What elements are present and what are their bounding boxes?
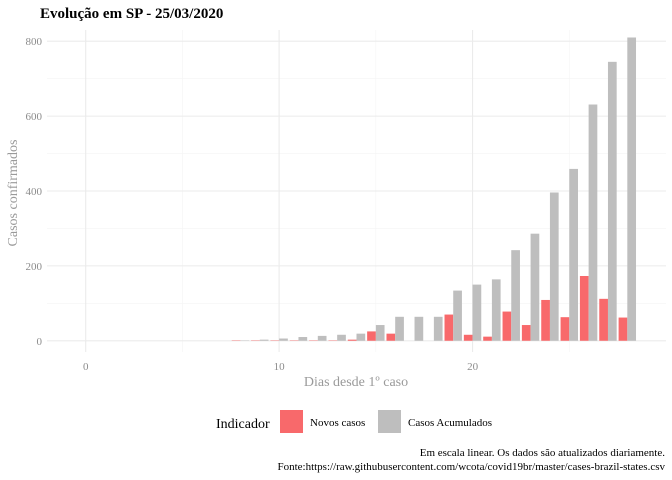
bar-novos-casos: [541, 299, 550, 341]
bar-novos-casos: [444, 314, 454, 341]
bar-casos-acumulados: [549, 192, 559, 341]
grid-lines: [47, 30, 666, 352]
bar-casos-acumulados: [569, 168, 578, 341]
bar-novos-casos: [618, 317, 628, 341]
bars-group: [231, 37, 637, 341]
bar-novos-casos: [367, 331, 376, 341]
bar-novos-casos: [579, 275, 589, 341]
bar-casos-acumulados: [298, 337, 308, 341]
bar-casos-acumulados: [530, 233, 540, 341]
y-tick-labels: 0 200 400 600 800: [26, 36, 43, 348]
chart-title: Evolução em SP - 25/03/2020: [40, 6, 223, 22]
bar-casos-acumulados: [433, 316, 443, 341]
bar-novos-casos: [502, 311, 512, 341]
bar-casos-acumulados: [375, 325, 385, 341]
bar-casos-acumulados: [472, 284, 482, 341]
bar-casos-acumulados: [511, 250, 520, 341]
legend: Indicador Novos casos Casos Acumulados: [216, 410, 492, 433]
bar-casos-acumulados: [259, 339, 269, 341]
bar-casos-acumulados: [414, 316, 424, 341]
y-tick-label: 0: [37, 336, 43, 348]
legend-key-novos: [280, 410, 303, 433]
y-tick-label: 400: [26, 186, 43, 198]
bar-casos-acumulados: [337, 334, 346, 341]
bar-novos-casos: [347, 339, 357, 341]
caption-line-1: Em escala linear. Os dados são atualizad…: [420, 447, 666, 459]
bar-novos-casos: [599, 298, 608, 341]
legend-label-acumulados: Casos Acumulados: [408, 417, 492, 429]
bar-casos-acumulados: [317, 335, 327, 341]
x-tick-label: 20: [467, 361, 479, 373]
y-tick-label: 600: [26, 111, 43, 123]
x-axis-label: Dias desde 1º caso: [304, 375, 408, 390]
bar-casos-acumulados: [491, 279, 501, 341]
bar-novos-casos: [483, 336, 492, 341]
bar-casos-acumulados: [453, 290, 462, 341]
y-tick-label: 200: [26, 261, 43, 273]
x-tick-labels: 0 10 20: [83, 361, 479, 373]
bar-novos-casos: [463, 334, 473, 341]
bar-casos-acumulados: [395, 316, 404, 341]
bar-casos-acumulados: [627, 37, 637, 341]
bar-novos-casos: [521, 325, 531, 341]
bar-novos-casos: [386, 333, 396, 341]
y-axis-label: Casos confirmados: [6, 140, 21, 247]
legend-title: Indicador: [216, 417, 270, 432]
caption-line-2: Fonte:https://raw.githubusercontent.com/…: [277, 461, 665, 473]
x-tick-label: 0: [83, 361, 89, 373]
legend-key-acumulados: [378, 410, 401, 433]
y-tick-label: 800: [26, 36, 43, 48]
x-tick-label: 10: [274, 361, 286, 373]
bar-casos-acumulados: [356, 333, 366, 341]
bar-casos-acumulados: [607, 61, 617, 341]
legend-label-novos: Novos casos: [310, 417, 365, 429]
bar-casos-acumulados: [588, 104, 598, 341]
bar-casos-acumulados: [279, 338, 288, 341]
bar-novos-casos: [560, 317, 570, 341]
